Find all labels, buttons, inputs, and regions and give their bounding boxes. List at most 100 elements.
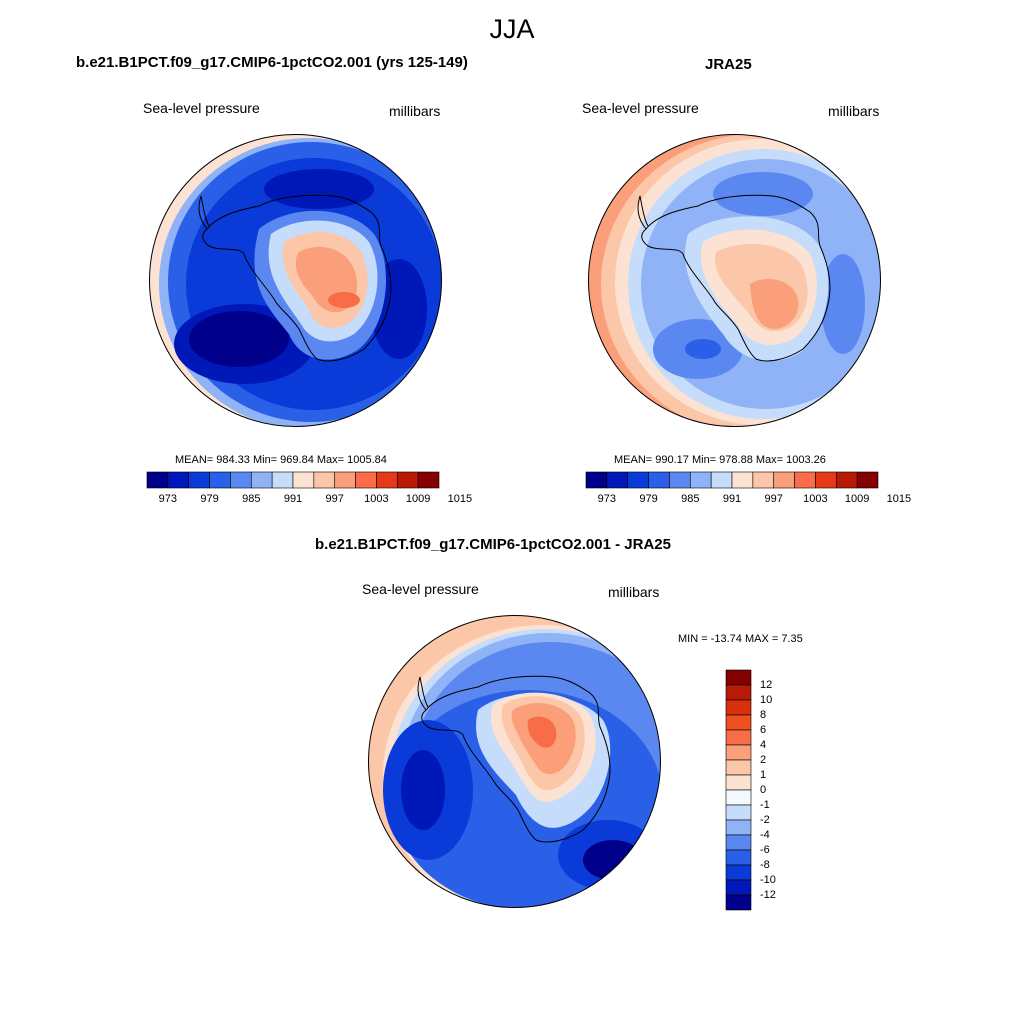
colorbar-left-tick: 985 (242, 493, 261, 505)
colorbar-diff-tick: -4 (760, 829, 770, 841)
colorbar-diff-box (725, 744, 752, 761)
colorbar-diff-box (725, 789, 752, 806)
colorbar-box (689, 471, 712, 489)
colorbar-box (710, 471, 733, 489)
colorbar-diff-tick: 0 (760, 784, 767, 796)
colorbar-left-tick: 1009 (405, 493, 431, 505)
panel1-title: b.e21.B1PCT.f09_g17.CMIP6-1pctCO2.001 (y… (76, 54, 468, 71)
colorbar-box (146, 471, 169, 489)
panel2-units: millibars (828, 103, 880, 119)
colorbar-box (355, 471, 377, 489)
panel3-title: b.e21.B1PCT.f09_g17.CMIP6-1pctCO2.001 - … (315, 536, 671, 553)
colorbar-diff-box (725, 699, 752, 716)
colorbar-left-tick: 991 (283, 493, 303, 505)
colorbar-diff-tick: 4 (760, 739, 767, 751)
colorbar-box (835, 471, 858, 489)
colorbar-right-tick: 979 (639, 493, 658, 505)
panel2-high-core (750, 279, 799, 329)
panel3-map (368, 615, 661, 908)
panel2-coastline (641, 194, 831, 362)
panel1-low-north (264, 169, 374, 209)
colorbar-diff-tick: -6 (760, 844, 770, 856)
panel3-units: millibars (608, 584, 660, 600)
colorbar-diff-box (725, 804, 752, 821)
colorbar-diff-tick: 8 (760, 709, 767, 721)
colorbar-box (292, 471, 315, 489)
colorbar-box (313, 471, 336, 489)
panel3-low-west-core (401, 750, 445, 830)
panel1-high-peak (328, 292, 360, 308)
colorbar-right (585, 471, 879, 489)
season-title: JJA (489, 14, 535, 44)
colorbar-box (856, 471, 879, 489)
colorbar-diff-box (725, 714, 752, 731)
panel2-low-north (713, 172, 813, 216)
colorbar-diff-tick: 6 (760, 724, 767, 736)
colorbar-right-tick: 1009 (844, 493, 870, 505)
colorbar-diff-tick: -2 (760, 814, 770, 826)
colorbar-diff-tick: 12 (760, 679, 773, 691)
colorbar-diff-tick: 10 (760, 694, 773, 706)
colorbar-box (250, 471, 273, 489)
panel3-stats: MIN = -13.74 MAX = 7.35 (678, 633, 803, 645)
colorbar-left-tick: 979 (200, 493, 219, 505)
colorbar-diff-tick: 1 (760, 769, 767, 781)
colorbar-box (752, 471, 775, 489)
colorbar-right-tick: 985 (681, 493, 700, 505)
colorbar-diff-tick: -1 (760, 799, 770, 811)
colorbar-box (606, 471, 629, 489)
colorbar-diff (725, 669, 752, 911)
panel3-high-peak (527, 716, 557, 748)
colorbar-right-tick: 997 (764, 493, 783, 505)
panel3-peninsula (417, 676, 429, 711)
panel2-map (588, 134, 881, 427)
panel2-variable: Sea-level pressure (582, 100, 699, 116)
panel1-units: millibars (389, 103, 441, 119)
panel3-variable: Sea-level pressure (362, 581, 479, 597)
colorbar-box (188, 471, 210, 489)
panel3-coastline (421, 675, 611, 843)
colorbar-diff-box (725, 879, 752, 896)
panel1-peninsula (198, 195, 210, 230)
colorbar-diff-box (725, 759, 752, 776)
panel1-stats: MEAN= 984.33 Min= 969.84 Max= 1005.84 (175, 454, 387, 466)
colorbar-right-tick: 1003 (803, 493, 828, 505)
colorbar-diff-box (725, 729, 752, 746)
colorbar-box (271, 471, 294, 489)
panel1-coastline (202, 194, 392, 362)
colorbar-box (334, 471, 356, 489)
colorbar-box (794, 471, 816, 489)
colorbar-left-tick: 1015 (447, 493, 473, 505)
colorbar-box (230, 471, 252, 489)
colorbar-diff-box (725, 819, 752, 836)
colorbar-left-tick: 1003 (364, 493, 389, 505)
colorbar-diff-box (725, 774, 752, 791)
colorbar-box (167, 471, 190, 489)
colorbar-right-tick: 991 (722, 493, 742, 505)
colorbar-box (417, 471, 440, 489)
colorbar-right-tick: 973 (597, 493, 617, 505)
colorbar-box (396, 471, 419, 489)
panel2-low-east (821, 254, 865, 354)
colorbar-box (669, 471, 691, 489)
colorbar-box (585, 471, 608, 489)
colorbar-diff-box (725, 669, 752, 686)
colorbar-diff-box (725, 894, 752, 911)
panel2-low-southwest (685, 339, 721, 359)
colorbar-diff-box (725, 834, 752, 851)
colorbar-left-tick: 997 (325, 493, 344, 505)
colorbar-box (627, 471, 649, 489)
panel2-stats: MEAN= 990.17 Min= 978.88 Max= 1003.26 (614, 454, 826, 466)
colorbar-box (815, 471, 837, 489)
colorbar-diff-tick: -12 (760, 889, 776, 901)
colorbar-diff-tick: -10 (760, 874, 776, 886)
colorbar-box (773, 471, 795, 489)
panel1-map (149, 134, 442, 427)
colorbar-right-tick: 1015 (886, 493, 912, 505)
panel2-peninsula (637, 195, 649, 230)
colorbar-diff-box (725, 864, 752, 881)
colorbar-box (376, 471, 398, 489)
colorbar-box (731, 471, 754, 489)
colorbar-left-tick: 973 (158, 493, 178, 505)
panel1-variable: Sea-level pressure (143, 100, 260, 116)
